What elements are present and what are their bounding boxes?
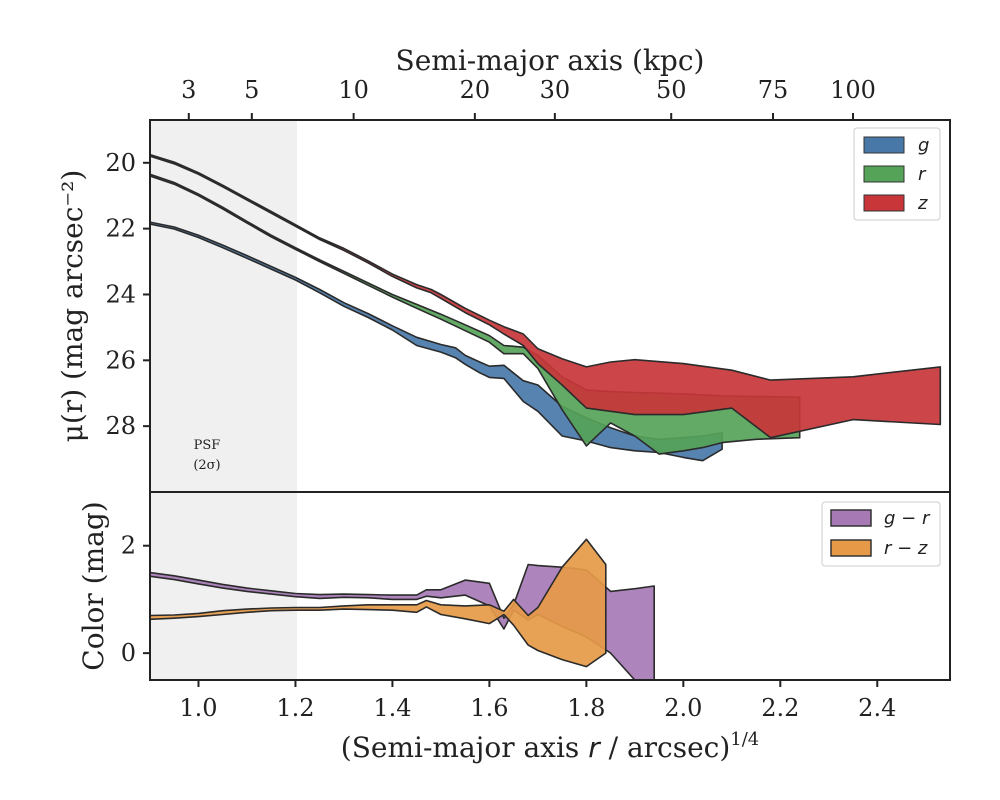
bottom-panel: 0 2 1.0 1.2 1.4 1.6 1.8 2.0 2.2 2.4 g − r r − z C… bbox=[77, 491, 951, 764]
top-xtick-label: 50 bbox=[656, 76, 687, 104]
bottom-xtick-label: 1.6 bbox=[470, 694, 508, 722]
top-ytick-label: 22 bbox=[105, 215, 136, 243]
band-g-r bbox=[150, 563, 656, 680]
bottom-ytick-label: 0 bbox=[121, 639, 136, 667]
top-axis-ticks: 20 22 24 26 28 3 5 10 20 30 50 75 100 bbox=[105, 76, 875, 440]
legend-label-g: g bbox=[918, 135, 929, 156]
top-xtick-label: 30 bbox=[540, 76, 571, 104]
top-ytick-label: 28 bbox=[105, 412, 136, 440]
bottom-legend: g − r r − z bbox=[821, 501, 941, 567]
legend-swatch-g bbox=[863, 136, 905, 154]
x-title-part-2: r bbox=[588, 731, 601, 764]
legend-label-z: z bbox=[917, 193, 928, 214]
bottom-series-group bbox=[150, 538, 656, 680]
bottom-xtick-label: 2.4 bbox=[858, 694, 896, 722]
top-xtick-label: 3 bbox=[181, 76, 196, 104]
top-ytick-label: 20 bbox=[105, 149, 136, 177]
legend-swatch-g-r bbox=[830, 509, 872, 527]
legend-label-r: r bbox=[918, 164, 927, 185]
psf-label-line2: (2σ) bbox=[193, 458, 220, 473]
top-xtick-label: 20 bbox=[460, 76, 491, 104]
bottom-plot-frame bbox=[149, 491, 951, 681]
top-ytick-label: 24 bbox=[105, 280, 136, 308]
bottom-y-axis-title: Color (mag) bbox=[77, 501, 110, 670]
band-g bbox=[150, 221, 723, 462]
top-panel: 20 22 24 26 28 3 5 10 20 30 50 75 100 PSF (2σ) g r z… bbox=[56, 44, 951, 493]
top-legend: g r z bbox=[853, 127, 941, 221]
top-y-axis-title: μ(r) (mag arcsec⁻²) bbox=[56, 170, 89, 443]
bottom-axis-ticks: 0 2 1.0 1.2 1.4 1.6 1.8 2.0 2.2 2.4 bbox=[121, 532, 897, 722]
bottom-xtick-label: 1.4 bbox=[373, 694, 411, 722]
top-ytick-label: 26 bbox=[105, 346, 136, 374]
legend-swatch-r-z bbox=[830, 539, 872, 557]
band-z bbox=[150, 153, 942, 439]
legend-swatch-z bbox=[863, 194, 905, 212]
bottom-xtick-label: 2.2 bbox=[761, 694, 799, 722]
legend-label-g-r: g − r bbox=[884, 508, 931, 529]
bottom-xtick-label: 1.0 bbox=[179, 694, 217, 722]
bottom-xtick-label: 2.0 bbox=[664, 694, 702, 722]
psf-label-line1: PSF bbox=[194, 438, 221, 453]
top-psf-region bbox=[151, 121, 297, 492]
top-xtick-label: 75 bbox=[758, 76, 789, 104]
bottom-x-axis-title: (Semi-major axis r / arcsec)1/4 bbox=[341, 729, 759, 764]
x-title-part-3: / arcsec) bbox=[600, 731, 731, 764]
legend-swatch-r bbox=[863, 165, 905, 183]
bottom-xtick-label: 1.2 bbox=[276, 694, 314, 722]
band-r-z bbox=[150, 538, 607, 668]
bottom-ytick-label: 2 bbox=[121, 532, 136, 560]
x-title-part-1: (Semi-major axis bbox=[341, 731, 588, 764]
top-xtick-label: 100 bbox=[830, 76, 876, 104]
top-xtick-label: 10 bbox=[338, 76, 369, 104]
top-xtick-label: 5 bbox=[244, 76, 259, 104]
band-r bbox=[150, 173, 801, 455]
legend-label-r-z: r − z bbox=[884, 538, 928, 559]
top-x-axis-title: Semi-major axis (kpc) bbox=[396, 44, 705, 77]
x-title-exponent: 1/4 bbox=[730, 729, 759, 750]
bottom-xtick-label: 1.8 bbox=[567, 694, 605, 722]
top-series-group bbox=[150, 153, 942, 462]
